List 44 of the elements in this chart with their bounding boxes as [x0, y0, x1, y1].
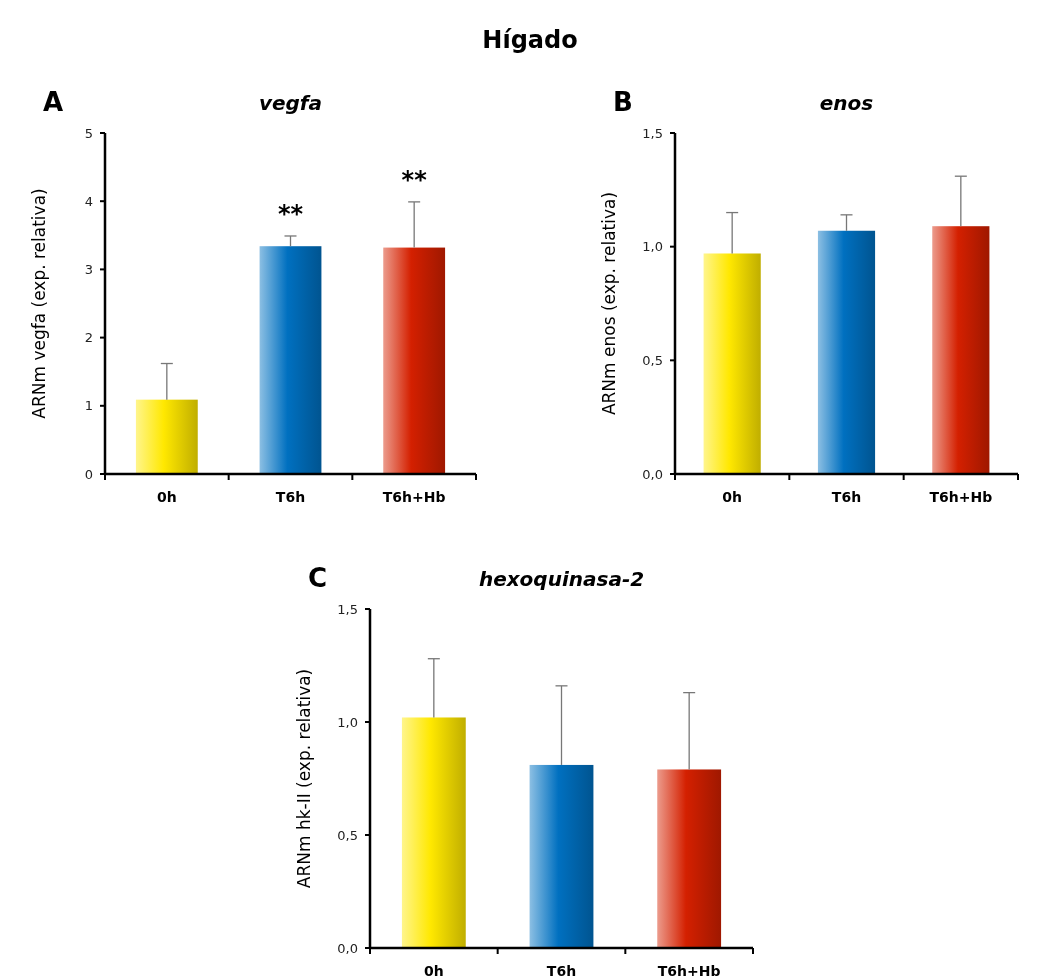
bar	[383, 247, 446, 474]
bar	[259, 246, 322, 474]
y-tick-label: 1,0	[642, 239, 663, 255]
x-tick-label: T6h	[546, 963, 577, 976]
annotation: **	[401, 165, 428, 194]
bar	[932, 226, 990, 474]
bar	[529, 764, 594, 948]
y-tick-label: 0,0	[642, 466, 663, 482]
y-tick-label: 1,5	[337, 601, 358, 617]
text: Hígado	[482, 26, 578, 54]
y-tick-label: 2	[84, 330, 93, 346]
x-tick-label: T6h+Hb	[657, 963, 721, 976]
bar	[135, 399, 198, 474]
y-tick-label: 1	[84, 398, 93, 414]
y-axis-title: ARNm vegfa (exp. relativa)	[29, 188, 49, 419]
x-tick-label: T6h	[831, 489, 862, 505]
y-axis-title: ARNm enos (exp. relativa)	[599, 191, 619, 416]
text: A	[43, 87, 64, 117]
x-tick-label: T6h+Hb	[929, 489, 993, 505]
y-tick-label: 0,0	[337, 940, 358, 956]
x-tick-label: 0h	[722, 489, 743, 505]
x-tick-label: 0h	[156, 489, 177, 505]
bar	[657, 769, 722, 948]
y-axis-title: ARNm hk-II (exp. relativa)	[294, 668, 314, 889]
y-tick-label: 0	[84, 466, 93, 482]
x-tick-label: T6h+Hb	[382, 489, 446, 505]
text: B	[613, 87, 633, 117]
text: C	[308, 563, 328, 593]
bar	[401, 717, 466, 948]
annotation: **	[277, 199, 304, 228]
chart-title: vegfa	[258, 91, 323, 115]
y-tick-label: 0,5	[642, 352, 663, 368]
y-tick-label: 4	[84, 193, 93, 209]
bar	[817, 230, 876, 474]
bar	[703, 253, 761, 474]
y-tick-label: 5	[84, 125, 93, 141]
y-tick-label: 1,5	[642, 125, 663, 141]
y-tick-label: 0,5	[337, 827, 358, 843]
x-tick-label: T6h	[275, 489, 306, 505]
x-tick-label: 0h	[423, 963, 444, 976]
y-tick-label: 3	[84, 261, 93, 277]
chart-title: enos	[819, 91, 874, 115]
chart-title: hexoquinasa-2	[478, 567, 645, 591]
y-tick-label: 1,0	[337, 714, 358, 730]
